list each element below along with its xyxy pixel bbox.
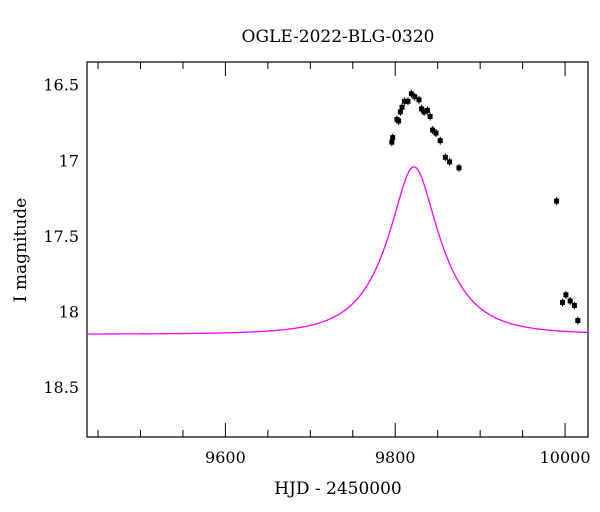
point-marker <box>390 135 396 141</box>
model-curve <box>87 166 589 335</box>
axis-tick-labels: 9600 9800 10000 16.5 17 17.5 18 18.5 <box>43 76 590 467</box>
point-marker <box>560 299 566 305</box>
point-marker <box>421 109 427 115</box>
point-marker <box>399 104 405 110</box>
point-marker <box>442 154 448 160</box>
x-tick-label: 10000 <box>540 448 591 467</box>
point-marker <box>405 98 411 104</box>
point-marker <box>567 298 573 304</box>
point-marker <box>433 130 439 136</box>
point-marker <box>396 118 402 124</box>
point-marker <box>427 113 433 119</box>
point-marker <box>408 91 414 97</box>
y-tick-label: 18.5 <box>43 378 79 397</box>
point-marker <box>412 94 418 100</box>
data-point <box>437 136 443 145</box>
data-point <box>571 301 577 310</box>
point-marker <box>437 138 443 144</box>
data-point <box>399 103 405 112</box>
point-marker <box>419 106 425 112</box>
data-points <box>389 89 581 325</box>
data-point <box>456 163 462 172</box>
point-marker <box>563 292 569 298</box>
data-point <box>412 92 418 101</box>
point-marker <box>554 198 560 204</box>
data-point <box>430 126 436 135</box>
y-tick-label: 17.5 <box>43 227 79 246</box>
data-point <box>402 97 408 106</box>
data-point <box>390 133 396 142</box>
y-tick-label: 17 <box>59 151 79 170</box>
point-marker <box>447 159 453 165</box>
data-point <box>416 95 422 104</box>
data-point <box>425 106 431 115</box>
point-marker <box>416 97 422 103</box>
data-point <box>442 153 448 162</box>
x-axis-label: HJD - 2450000 <box>274 479 402 499</box>
data-point <box>563 290 569 299</box>
y-tick-label: 16.5 <box>43 76 79 95</box>
point-marker <box>456 165 462 171</box>
data-point <box>396 116 402 125</box>
point-marker <box>575 318 581 324</box>
data-point <box>560 298 566 307</box>
data-point <box>421 107 427 116</box>
chart-title: OGLE-2022-BLG-0320 <box>242 27 435 47</box>
data-point <box>427 112 433 121</box>
data-point <box>575 316 581 325</box>
point-marker <box>397 109 403 115</box>
plot-frame <box>86 61 589 438</box>
point-marker <box>430 127 436 133</box>
data-point <box>419 104 425 113</box>
point-marker <box>425 107 431 113</box>
y-axis-label: I magnitude <box>11 198 31 302</box>
data-point <box>408 89 414 98</box>
data-point <box>433 129 439 138</box>
data-point <box>447 157 453 166</box>
point-marker <box>389 139 395 145</box>
x-tick-label: 9600 <box>205 448 246 467</box>
axis-ticks <box>97 62 566 437</box>
data-point <box>405 97 411 106</box>
point-marker <box>402 98 408 104</box>
point-marker <box>571 302 577 308</box>
x-tick-label: 9800 <box>375 448 416 467</box>
data-point <box>567 296 573 305</box>
y-tick-label: 18 <box>59 302 79 321</box>
data-point <box>554 197 560 206</box>
